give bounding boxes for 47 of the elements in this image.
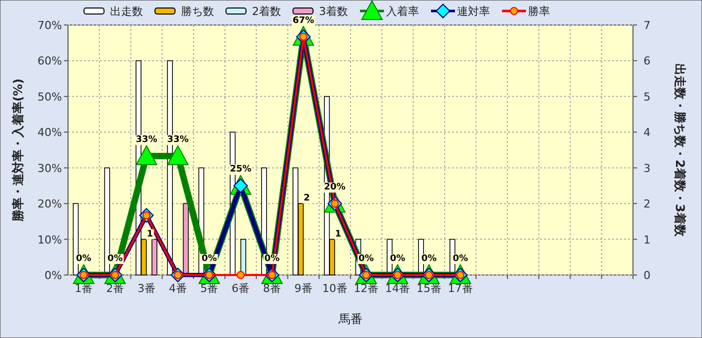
y-tick-label: 0% xyxy=(44,269,62,282)
data-label: 33% xyxy=(167,135,189,146)
y-tick-label: 50% xyxy=(38,90,62,104)
legend-label: 勝率 xyxy=(528,5,550,18)
x-tick-label: 10番 xyxy=(322,282,348,295)
data-label: 67% xyxy=(292,16,314,26)
data-label: 2 xyxy=(304,194,310,204)
legend-label: 入着率 xyxy=(386,5,419,18)
y2-tick-label: 1 xyxy=(644,233,650,246)
y-tick-label: 40% xyxy=(38,126,62,140)
data-label: 0% xyxy=(264,254,280,264)
legend-label: 勝ち数 xyxy=(181,5,214,18)
data-label: 20% xyxy=(324,182,346,193)
y2-tick-label: 3 xyxy=(644,162,650,175)
data-label: 0% xyxy=(452,254,468,264)
data-label: 1 xyxy=(146,229,153,240)
y2-tick-label: 7 xyxy=(644,19,650,32)
y-tick-label: 70% xyxy=(38,19,62,32)
y2-tick-label: 5 xyxy=(644,90,650,104)
legend-label: 2着数 xyxy=(252,5,281,18)
y-tick-label: 30% xyxy=(38,162,62,175)
data-label: 0% xyxy=(390,254,406,264)
data-label: 0% xyxy=(358,254,374,264)
y2-axis-title: 出走数・勝ち数・2着数・3着数 xyxy=(673,64,687,238)
y2-tick-label: 6 xyxy=(644,54,650,68)
data-label: 0% xyxy=(202,254,217,264)
x-tick-label: 9番 xyxy=(294,282,312,295)
y2-tick-label: 0 xyxy=(644,269,650,282)
y-tick-label: 60% xyxy=(38,54,62,68)
data-label: 0% xyxy=(107,254,123,264)
y-tick-label: 10% xyxy=(38,233,62,246)
x-axis-title: 馬番 xyxy=(338,312,362,326)
y2-tick-label: 4 xyxy=(644,126,650,140)
data-label: 33% xyxy=(136,135,158,146)
data-label: 1 xyxy=(335,229,342,240)
data-label: 25% xyxy=(230,164,252,175)
y2-tick-label: 2 xyxy=(644,198,650,211)
data-label: 0% xyxy=(76,254,92,264)
legend-label: 連対率 xyxy=(457,5,490,18)
y-axis-title: 勝率・連対率・入着率(%) xyxy=(11,78,25,222)
y-tick-label: 20% xyxy=(38,198,62,211)
x-tick-label: 3番 xyxy=(137,282,156,295)
legend-label: 出走数 xyxy=(110,5,143,18)
legend-label: 3着数 xyxy=(319,5,348,18)
x-tick-label: 4番 xyxy=(168,282,187,295)
data-label: 0% xyxy=(421,254,437,264)
x-tick-label: 6番 xyxy=(232,282,250,295)
